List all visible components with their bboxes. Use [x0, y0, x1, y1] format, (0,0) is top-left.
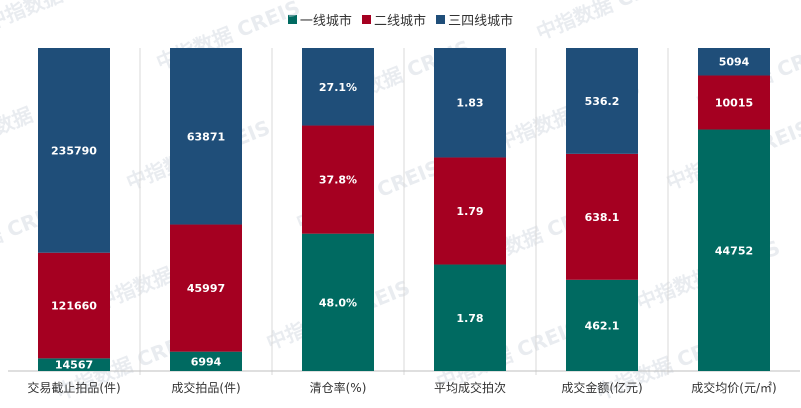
data-label-3-cat-6: 5094: [719, 56, 750, 69]
bar-segment-1-cat-5: [566, 279, 638, 371]
watermark-text: 中指数据 CREIS: [0, 0, 133, 35]
legend-label-tier3: 三四线城市: [448, 14, 514, 29]
bar-segment-2-cat-1: [38, 252, 110, 359]
legend-item-tier1: 一线城市: [287, 10, 352, 29]
bar-segment-1-cat-6: [698, 129, 770, 371]
x-tick-label-6: 成交均价(元/㎡): [691, 380, 776, 395]
data-label-3-cat-2: 63871: [187, 130, 225, 143]
legend-swatch-tier3: [436, 15, 446, 24]
bar-segment-3-cat-1: [38, 48, 110, 253]
x-tick-label-1: 交易截止拍品(件): [27, 380, 120, 395]
bar-segment-1-cat-2: [170, 351, 242, 371]
data-label-2-cat-3: 37.8%: [319, 174, 357, 187]
legend-label-tier1: 一线城市: [299, 14, 352, 29]
data-label-2-cat-1: 121660: [51, 300, 97, 313]
bar-segment-2-cat-4: [434, 157, 506, 265]
x-tick-label-3: 清仓率(%): [310, 380, 367, 395]
bar-segment-2-cat-3: [302, 125, 374, 234]
data-label-3-cat-5: 536.2: [585, 95, 620, 108]
data-label-3-cat-4: 1.83: [456, 97, 483, 110]
data-label-1-cat-5: 462.1: [585, 319, 620, 332]
legend-swatch-tier1: [287, 15, 297, 24]
bar-segment-2-cat-6: [698, 75, 770, 130]
legend-label-tier2: 二线城市: [373, 14, 426, 29]
bar-segment-3-cat-4: [434, 48, 506, 158]
legend-item-tier2: 二线城市: [361, 10, 426, 29]
x-tick-label-2: 成交拍品(件): [171, 380, 240, 395]
data-label-3-cat-3: 27.1%: [319, 81, 357, 94]
legend-item-tier3: 三四线城市: [436, 10, 513, 29]
data-label-2-cat-2: 45997: [187, 282, 225, 295]
bar-segment-3-cat-2: [170, 48, 242, 225]
bar-segment-1-cat-4: [434, 264, 506, 371]
data-label-2-cat-4: 1.79: [456, 205, 483, 218]
data-label-1-cat-6: 44752: [715, 244, 753, 257]
x-tick-label-4: 平均成交拍次: [434, 380, 506, 395]
legend-swatch-tier2: [361, 15, 371, 24]
data-label-2-cat-6: 10015: [715, 97, 753, 110]
data-label-1-cat-3: 48.0%: [319, 296, 357, 309]
data-label-1-cat-2: 6994: [191, 355, 222, 368]
bar-segment-2-cat-5: [566, 153, 638, 280]
legend: 一线城市 二线城市 三四线城市: [0, 10, 801, 29]
x-tick-label-5: 成交金额(亿元): [561, 380, 642, 395]
bar-segment-1-cat-1: [38, 358, 110, 371]
bar-segment-3-cat-3: [302, 48, 374, 126]
data-label-2-cat-5: 638.1: [585, 211, 620, 224]
watermark-text: 中指数据 CREIS: [533, 0, 683, 45]
data-label-1-cat-1: 14567: [55, 359, 93, 372]
data-label-1-cat-4: 1.78: [456, 312, 483, 325]
bar-segment-3-cat-5: [566, 48, 638, 154]
data-label-3-cat-1: 235790: [51, 144, 97, 157]
bar-segment-1-cat-3: [302, 233, 374, 371]
bar-segment-3-cat-6: [698, 48, 770, 76]
bar-segment-2-cat-2: [170, 224, 242, 352]
